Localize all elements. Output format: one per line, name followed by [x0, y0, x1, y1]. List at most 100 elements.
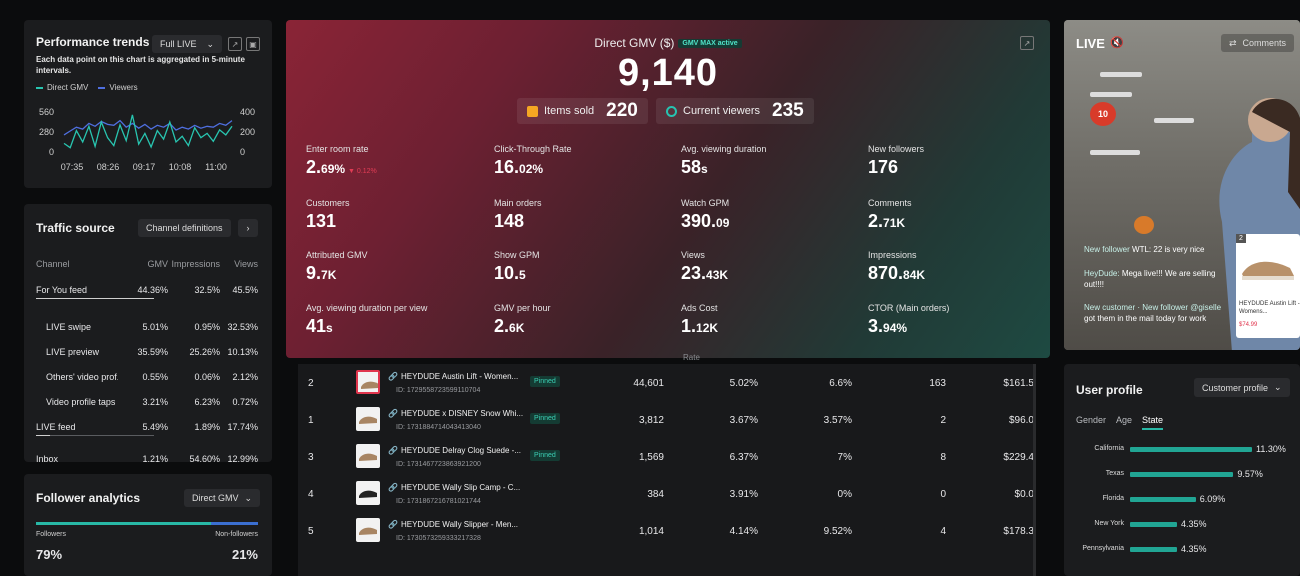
open-external-icon[interactable]: ↗: [1020, 36, 1034, 50]
traffic-row[interactable]: LIVE preview 35.59% 25.26% 10.13%: [46, 347, 258, 357]
gmv-max-badge: GMV MAX active: [678, 39, 742, 49]
metric-enter-room-rate: Enter room rate 2.69% ▼ 0.12%: [306, 144, 377, 177]
product-thumbnail[interactable]: [356, 518, 380, 542]
product-name[interactable]: 🔗 HEYDUDE Austin Lift - Women...: [388, 372, 519, 381]
table-scrollbar[interactable]: [1033, 364, 1036, 576]
product-metric: 6.6%: [829, 378, 852, 389]
product-metric: $229.4: [1003, 452, 1034, 463]
state-row: New York 4.35%: [1064, 517, 1300, 531]
product-metric: 6.37%: [729, 452, 758, 463]
comment-line: New customer · New follower @giselle got…: [1084, 303, 1222, 323]
metric-impressions: Impressions 870.84K: [868, 250, 926, 283]
chevron-down-icon: ⌄: [206, 38, 214, 49]
traffic-row[interactable]: Inbox 1.21% 54.60% 12.99%: [36, 454, 258, 462]
product-id: ID: 1731884714043413040: [396, 424, 481, 431]
user-profile-panel: User profile Customer profile ⌄ Gender Ag…: [1064, 364, 1300, 576]
traffic-row[interactable]: For You feed 44.36% 32.5% 45.5%: [36, 285, 258, 295]
product-name[interactable]: 🔗 HEYDUDE Wally Slipper - Men...: [388, 520, 519, 529]
comment-line: New follower WTL: 22 is very nice: [1084, 245, 1205, 254]
product-row[interactable]: 2 🔗 HEYDUDE Austin Lift - Women... ID: 1729…: [298, 365, 1036, 402]
product-metric: 4: [940, 526, 946, 537]
follower-share-bar: [36, 522, 258, 525]
product-rank: 1: [308, 415, 314, 426]
channel-definitions-button[interactable]: Channel definitions: [138, 219, 231, 237]
product-row[interactable]: 3 🔗 HEYDUDE Delray Clog Suede -... ID: 1731…: [298, 439, 1036, 476]
product-metric: $161.5: [1003, 378, 1034, 389]
product-name[interactable]: 🔗 HEYDUDE Delray Clog Suede -...: [388, 446, 522, 455]
product-name[interactable]: 🔗 HEYDUDE x DISNEY Snow Whi...: [388, 409, 524, 418]
tab-gender[interactable]: Gender: [1076, 415, 1107, 425]
state-percent: 11.30%: [1256, 444, 1286, 454]
follower-analytics-title: Follower analytics: [36, 491, 141, 505]
follower-analytics-panel: Follower analytics Direct GMV ⌄ Followers…: [24, 474, 272, 576]
y-left-tick: 560: [39, 107, 54, 117]
state-bar: [1130, 472, 1234, 477]
product-thumbnail[interactable]: [356, 444, 380, 468]
traffic-table-header: Channel GMV Impressions Views: [36, 259, 258, 269]
y-left-tick: 0: [49, 147, 54, 157]
metric-ctor-main-orders-: CTOR (Main orders) 3.94%: [868, 303, 950, 336]
items-sold-chip: Items sold 220: [517, 98, 648, 124]
tab-state[interactable]: State: [1142, 415, 1164, 430]
traffic-row[interactable]: LIVE feed 5.49% 1.89% 17.74%: [36, 422, 258, 432]
state-name: Pennsylvania: [1082, 545, 1124, 552]
product-metric: 3.57%: [823, 415, 852, 426]
traffic-row[interactable]: LIVE swipe 5.01% 0.95% 32.53%: [46, 322, 258, 332]
viewers-icon: [666, 105, 677, 117]
customer-profile-dropdown[interactable]: Customer profile ⌄: [1194, 378, 1290, 397]
product-rank: 4: [308, 489, 314, 500]
state-row: Florida 6.09%: [1064, 492, 1300, 506]
product-metric: 44,601: [633, 378, 664, 389]
product-row[interactable]: 4 🔗 HEYDUDE Wally Slip Camp - C... ID: 1731…: [298, 476, 1036, 513]
direct-gmv-panel: ↗ Direct GMV ($) GMV MAX active 9,140 Ite…: [286, 20, 1050, 358]
open-external-icon[interactable]: ↗: [228, 37, 242, 51]
x-axis-tick: 11:00: [205, 162, 227, 172]
link-icon: 🔗: [388, 483, 398, 492]
pinned-badge: Pinned: [530, 376, 560, 387]
product-row[interactable]: 5 🔗 HEYDUDE Wally Slipper - Men... ID: 1730…: [298, 513, 1036, 550]
y-right-tick: 400: [240, 107, 255, 117]
product-metric: 7%: [837, 452, 852, 463]
mute-icon[interactable]: 🔇: [1110, 37, 1124, 49]
product-id: ID: 1730573259333217328: [396, 535, 481, 542]
product-id: ID: 1729558723599110704: [396, 387, 481, 394]
product-thumbnail[interactable]: [356, 370, 380, 394]
performance-line-chart[interactable]: 560 400 280 200 0 0 07:35 08:26 09:17 10:08 11:00: [24, 98, 272, 188]
product-index-badge: 2: [1236, 234, 1246, 243]
link-icon: 🔗: [388, 446, 398, 455]
metric-attributed-gmv: Attributed GMV 9.7K: [306, 250, 368, 283]
legend-direct-gmv: Direct GMV: [36, 83, 88, 92]
expand-icon[interactable]: ▣: [246, 37, 260, 51]
product-metric: 3.91%: [729, 489, 758, 500]
product-metric: 163: [929, 378, 946, 389]
product-metric: 3.67%: [729, 415, 758, 426]
traffic-row[interactable]: Others' video prof... 0.55% 0.06% 2.12%: [46, 372, 258, 382]
product-metric: 4.14%: [729, 526, 758, 537]
traffic-share-bar: [36, 298, 154, 299]
comments-toggle[interactable]: ⇄ Comments: [1220, 34, 1294, 52]
product-thumbnail[interactable]: [356, 481, 380, 505]
followers-value: 79%: [36, 547, 63, 562]
range-dropdown[interactable]: Full LIVE ⌄: [152, 35, 222, 53]
traffic-row[interactable]: Video profile taps 3.21% 6.23% 0.72%: [46, 397, 258, 407]
pinned-product-card[interactable]: 2 HEYDUDE Austin Lift - Womens... $74.99: [1236, 234, 1300, 338]
live-preview-panel[interactable]: 10 LIVE 🔇 ⇄ Comments New follower WTL: 22…: [1064, 20, 1300, 350]
pinned-badge: Pinned: [530, 450, 560, 461]
follower-metric-dropdown[interactable]: Direct GMV ⌄: [184, 489, 261, 507]
state-percent: 6.09%: [1199, 494, 1226, 504]
chevron-right-icon[interactable]: ›: [238, 219, 258, 237]
link-icon: 🔗: [388, 372, 398, 381]
followers-label: Followers: [36, 531, 66, 538]
tab-age[interactable]: Age: [1116, 415, 1133, 425]
product-metric: 384: [647, 489, 664, 500]
promo-sign: 10: [1090, 102, 1116, 126]
y-right-tick: 0: [240, 147, 245, 157]
live-title: LIVE: [1076, 36, 1105, 51]
state-row: California 11.30%: [1064, 442, 1300, 456]
product-row[interactable]: 1 🔗 HEYDUDE x DISNEY Snow Whi... ID: 173188…: [298, 402, 1036, 439]
product-thumbnail[interactable]: [356, 407, 380, 431]
metric-watch-gpm: Watch GPM 390.09: [681, 198, 730, 231]
performance-trends-panel: Performance trends Full LIVE ⌄ ↗ ▣ Each …: [24, 20, 272, 188]
product-name[interactable]: 🔗 HEYDUDE Wally Slip Camp - C...: [388, 483, 521, 492]
state-percent: 9.57%: [1237, 469, 1263, 479]
